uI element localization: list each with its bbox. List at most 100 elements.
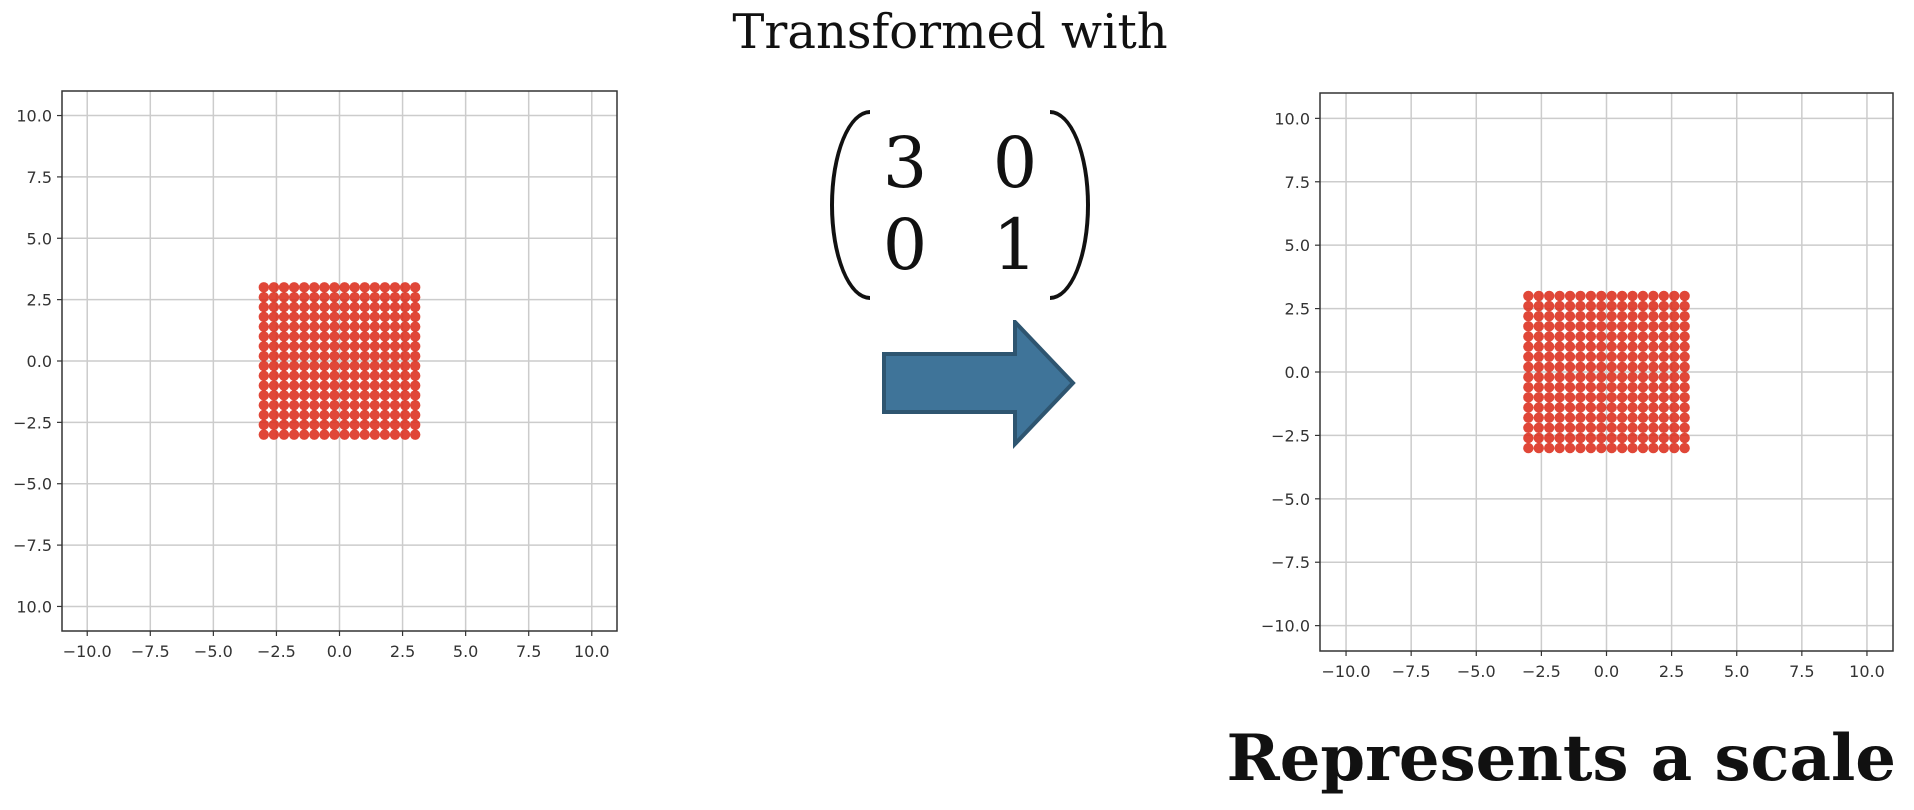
data-point: [1637, 321, 1649, 332]
data-point: [1648, 392, 1659, 403]
data-point: [1637, 442, 1649, 454]
y-tick-label: −5.0: [13, 475, 52, 494]
data-point: [339, 370, 350, 381]
data-point: [1585, 412, 1597, 423]
data-point: [278, 321, 290, 332]
data-point: [1679, 402, 1690, 413]
data-point: [309, 301, 320, 313]
data-point: [399, 390, 411, 401]
data-point: [379, 311, 391, 323]
data-point: [1616, 392, 1628, 403]
data-point: [379, 380, 391, 391]
data-point: [309, 291, 320, 303]
data-point: [1616, 290, 1628, 302]
data-point: [268, 282, 280, 293]
data-point: [379, 370, 391, 381]
data-point: [1554, 432, 1565, 444]
data-point: [389, 282, 401, 293]
data-point: [1544, 422, 1555, 433]
x-tick-label: 2.5: [1659, 662, 1684, 681]
data-point: [1596, 412, 1607, 423]
data-point: [258, 419, 270, 431]
data-point: [399, 429, 411, 440]
data-point: [319, 282, 330, 293]
data-point: [1616, 382, 1628, 393]
data-point: [298, 301, 310, 313]
data-point: [298, 282, 310, 293]
data-point: [278, 409, 290, 421]
data-point: [369, 399, 381, 411]
data-point: [1637, 432, 1649, 444]
data-point: [349, 350, 360, 362]
data-point: [349, 429, 360, 440]
data-point: [1533, 290, 1544, 302]
arrow-icon: [882, 320, 1076, 450]
data-point: [369, 341, 381, 352]
data-point: [1564, 351, 1576, 362]
data-point: [1669, 371, 1680, 383]
data-point: [399, 321, 411, 332]
data-point: [329, 390, 340, 401]
x-tick-label: 0.0: [327, 642, 352, 661]
data-point: [369, 350, 381, 362]
data-point: [1596, 432, 1607, 444]
x-tick-label: 7.5: [516, 642, 541, 661]
matrix-right-bracket: [1050, 110, 1090, 300]
data-point: [399, 399, 411, 411]
data-point: [1596, 341, 1607, 352]
y-tick-label: 0.0: [27, 352, 52, 371]
data-point: [1616, 300, 1628, 312]
x-tick-label: 5.0: [453, 642, 478, 661]
data-point: [369, 291, 381, 303]
data-point: [1606, 351, 1617, 362]
data-point: [1596, 361, 1607, 373]
data-point: [268, 390, 280, 401]
data-point: [1637, 361, 1649, 373]
data-point: [1585, 321, 1597, 332]
data-point: [278, 390, 290, 401]
data-point: [268, 341, 280, 352]
data-point: [1669, 341, 1680, 352]
data-point: [349, 380, 360, 391]
data-point: [1554, 300, 1565, 312]
data-point: [1523, 341, 1534, 352]
data-point: [1627, 382, 1638, 393]
data-point: [1585, 371, 1597, 383]
data-point: [309, 409, 320, 421]
data-point: [379, 301, 391, 313]
data-point: [329, 380, 340, 391]
data-point: [258, 291, 270, 303]
data-point: [1679, 361, 1690, 373]
y-tick-label: −2.5: [1271, 426, 1310, 445]
data-point: [1648, 432, 1659, 444]
data-point: [1658, 392, 1669, 403]
x-tick-label: −5.0: [1457, 662, 1496, 681]
data-point: [319, 311, 330, 323]
data-point: [309, 321, 320, 332]
data-point: [359, 390, 370, 401]
data-point: [1627, 321, 1638, 332]
data-point: [1585, 361, 1597, 373]
data-point: [1679, 351, 1690, 362]
data-point: [319, 429, 330, 440]
data-point: [1627, 351, 1638, 362]
data-point: [359, 429, 370, 440]
data-point: [359, 291, 370, 303]
data-point: [1637, 392, 1649, 403]
data-point: [369, 311, 381, 323]
data-point: [1533, 321, 1544, 332]
data-point: [309, 419, 320, 431]
data-point: [1554, 351, 1565, 362]
data-point: [268, 311, 280, 323]
data-point: [1679, 341, 1690, 352]
data-point: [278, 419, 290, 431]
data-point: [1669, 382, 1680, 393]
data-point: [1544, 412, 1555, 423]
data-point: [258, 390, 270, 401]
data-point: [1523, 412, 1534, 423]
data-point: [399, 419, 411, 431]
data-point: [349, 409, 360, 421]
data-point: [1523, 311, 1534, 322]
data-point: [309, 311, 320, 323]
data-point: [1564, 341, 1576, 352]
